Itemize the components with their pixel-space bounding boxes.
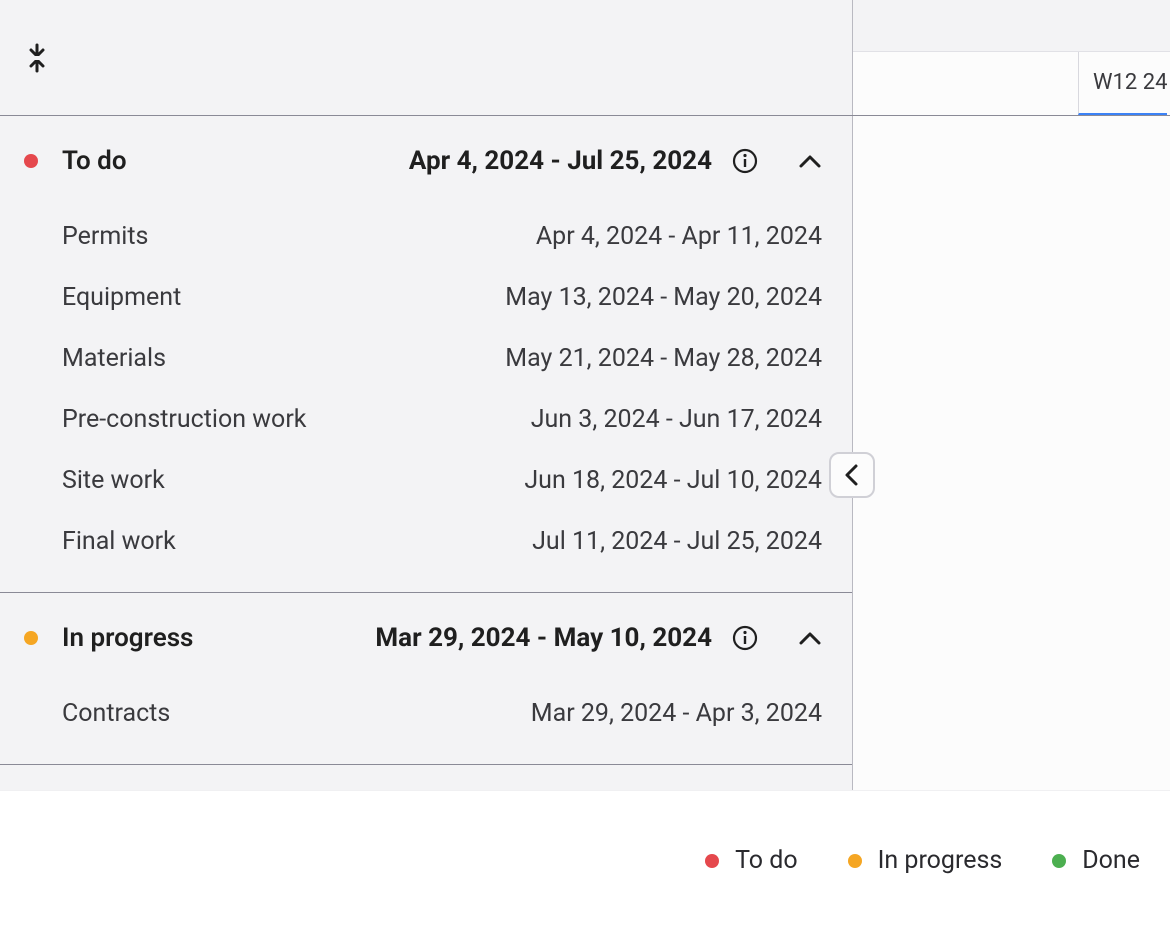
task-row[interactable]: Contracts Mar 29, 2024 - Apr 3, 2024 (0, 683, 852, 744)
task-dates: Jul 11, 2024 - Jul 25, 2024 (532, 527, 822, 556)
chevron-left-icon (843, 463, 861, 487)
task-name: Materials (62, 344, 166, 373)
group-inprogress: In progress Mar 29, 2024 - May 10, 2024 Co… (0, 593, 852, 765)
task-row[interactable]: Pre-construction work Jun 3, 2024 - Jun 1… (0, 389, 852, 450)
status-dot-icon (848, 854, 862, 868)
top-left-toolbar (0, 0, 852, 115)
status-dot-icon (24, 154, 38, 168)
task-name: Final work (62, 527, 176, 556)
legend-label: In progress (878, 846, 1003, 875)
legend-label: To do (735, 846, 798, 875)
task-name: Pre-construction work (62, 405, 306, 434)
task-dates: May 13, 2024 - May 20, 2024 (505, 283, 822, 312)
legend-item: In progress (848, 846, 1003, 875)
group-title: In progress (62, 623, 193, 653)
legend-label: Done (1082, 846, 1140, 875)
collapse-vertical-icon[interactable] (24, 39, 50, 77)
task-name: Equipment (62, 283, 181, 312)
task-row[interactable]: Permits Apr 4, 2024 - Apr 11, 2024 (0, 206, 852, 267)
status-dot-icon (705, 854, 719, 868)
task-dates: Jun 3, 2024 - Jun 17, 2024 (531, 405, 822, 434)
legend-item: Done (1052, 846, 1140, 875)
task-row[interactable]: Final work Jul 11, 2024 - Jul 25, 2024 (0, 511, 852, 572)
group-title: To do (62, 146, 127, 176)
status-dot-icon (1052, 854, 1066, 868)
group-todo: To do Apr 4, 2024 - Jul 25, 2024 Permits Ap… (0, 116, 852, 593)
task-row[interactable]: Site work Jun 18, 2024 - Jul 10, 2024 (0, 450, 852, 511)
task-list: Contracts Mar 29, 2024 - Apr 3, 2024 (0, 683, 852, 764)
week-column-header[interactable]: W12 24 (1078, 52, 1167, 115)
task-dates: Jun 18, 2024 - Jul 10, 2024 (524, 466, 822, 495)
chevron-up-icon[interactable] (798, 630, 822, 646)
task-name: Contracts (62, 699, 170, 728)
timeline-header: W12 24 (852, 0, 1170, 115)
task-list: Permits Apr 4, 2024 - Apr 11, 2024 Equipme… (0, 206, 852, 592)
task-dates: May 21, 2024 - May 28, 2024 (505, 344, 822, 373)
week-label: W12 24 (1093, 70, 1167, 95)
group-date-range: Mar 29, 2024 - May 10, 2024 (375, 623, 712, 653)
group-header-todo[interactable]: To do Apr 4, 2024 - Jul 25, 2024 (0, 116, 852, 206)
group-header-inprogress[interactable]: In progress Mar 29, 2024 - May 10, 2024 (0, 593, 852, 683)
task-dates: Mar 29, 2024 - Apr 3, 2024 (531, 699, 822, 728)
info-icon[interactable] (732, 148, 758, 174)
task-name: Site work (62, 466, 165, 495)
task-dates: Apr 4, 2024 - Apr 11, 2024 (536, 222, 822, 251)
legend-item: To do (705, 846, 798, 875)
collapse-panel-button[interactable] (829, 452, 875, 498)
status-dot-icon (24, 631, 38, 645)
group-date-range: Apr 4, 2024 - Jul 25, 2024 (409, 146, 712, 176)
task-row[interactable]: Equipment May 13, 2024 - May 20, 2024 (0, 267, 852, 328)
task-row[interactable]: Materials May 21, 2024 - May 28, 2024 (0, 328, 852, 389)
task-name: Permits (62, 222, 148, 251)
info-icon[interactable] (732, 625, 758, 651)
status-legend: To do In progress Done (0, 790, 1170, 930)
chevron-up-icon[interactable] (798, 153, 822, 169)
